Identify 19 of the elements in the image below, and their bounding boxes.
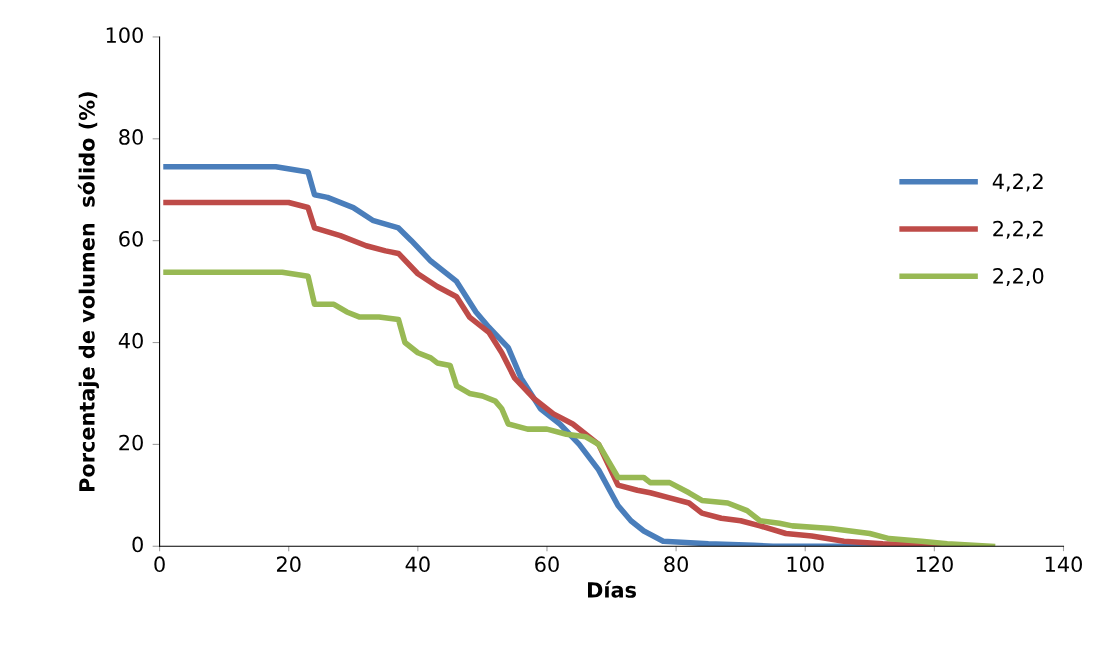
legend-label: 2,2,0 xyxy=(993,268,1044,286)
legend-label: 4,2,2 xyxy=(992,173,1043,192)
x-tick-label: 0 xyxy=(154,556,165,573)
y-tick-label: 60 xyxy=(119,230,143,247)
y-tick-label: 40 xyxy=(118,332,143,349)
legend-label: 2,2,2 xyxy=(993,220,1043,239)
x-tick-label: 40 xyxy=(405,556,430,573)
x-axis-title: Días xyxy=(588,580,636,598)
x-tick-label: 80 xyxy=(664,556,688,573)
y-tick-label: 20 xyxy=(119,434,143,451)
x-tick-label: 100 xyxy=(787,556,824,573)
y-axis-title: Porcentaje de volumen sólido (%) xyxy=(77,92,99,491)
x-tick-label: 120 xyxy=(916,556,953,573)
y-tick-label: 100 xyxy=(106,27,143,43)
y-tick-label: 80 xyxy=(119,129,143,145)
x-tick-label: 60 xyxy=(535,556,559,573)
x-tick-label: 140 xyxy=(1045,556,1082,573)
y-tick-label: 0 xyxy=(132,536,143,553)
x-tick-label: 20 xyxy=(276,556,301,573)
